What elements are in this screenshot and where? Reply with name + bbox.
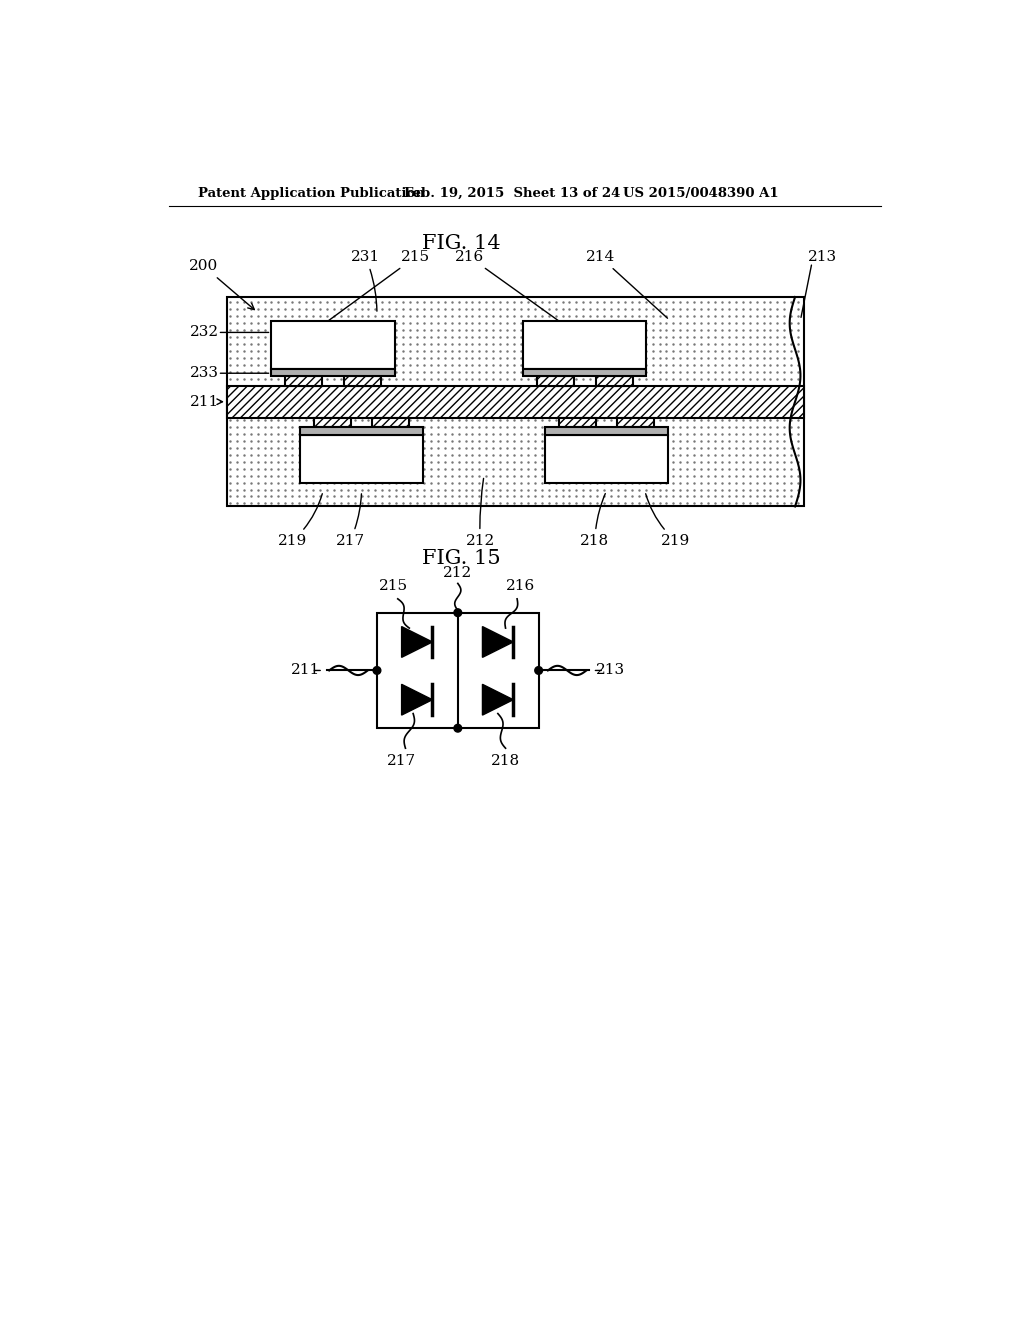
Polygon shape bbox=[401, 684, 432, 715]
Bar bbox=[300, 434, 423, 483]
Text: 212: 212 bbox=[466, 478, 495, 548]
Circle shape bbox=[454, 609, 462, 616]
Text: Patent Application Publication: Patent Application Publication bbox=[199, 186, 425, 199]
Bar bbox=[313, 418, 351, 428]
Text: 211: 211 bbox=[291, 664, 319, 677]
Circle shape bbox=[454, 725, 462, 733]
Polygon shape bbox=[401, 627, 432, 657]
Text: 216: 216 bbox=[506, 579, 536, 594]
Text: 218: 218 bbox=[490, 755, 520, 768]
Circle shape bbox=[373, 667, 381, 675]
Bar bbox=[271, 321, 394, 368]
Text: 216: 216 bbox=[455, 249, 567, 327]
Text: FIG. 14: FIG. 14 bbox=[422, 234, 501, 252]
Bar bbox=[226, 297, 804, 507]
Bar bbox=[344, 376, 381, 385]
Bar bbox=[373, 418, 410, 428]
Bar bbox=[300, 428, 423, 434]
Bar bbox=[377, 612, 539, 729]
Text: 217: 217 bbox=[387, 755, 416, 768]
Text: 214: 214 bbox=[586, 249, 668, 318]
Bar bbox=[271, 368, 394, 376]
Bar bbox=[617, 418, 654, 428]
Text: 231: 231 bbox=[351, 249, 380, 312]
Text: 211: 211 bbox=[189, 395, 219, 409]
Text: 212: 212 bbox=[443, 565, 472, 579]
Text: 200: 200 bbox=[189, 259, 254, 310]
Text: FIG. 15: FIG. 15 bbox=[422, 549, 501, 569]
Polygon shape bbox=[482, 684, 513, 715]
Circle shape bbox=[535, 667, 543, 675]
Bar bbox=[523, 368, 646, 376]
Bar bbox=[545, 428, 668, 434]
Bar bbox=[286, 376, 323, 385]
Text: 213: 213 bbox=[808, 249, 838, 264]
Bar bbox=[523, 321, 646, 368]
Bar bbox=[545, 434, 668, 483]
Text: US 2015/0048390 A1: US 2015/0048390 A1 bbox=[624, 186, 779, 199]
Bar bbox=[226, 385, 804, 418]
Bar bbox=[559, 418, 596, 428]
Text: 217: 217 bbox=[336, 494, 365, 548]
Text: 233: 233 bbox=[190, 366, 219, 380]
Text: 219: 219 bbox=[646, 494, 690, 548]
Text: 215: 215 bbox=[319, 249, 430, 327]
Text: 215: 215 bbox=[379, 579, 409, 594]
Text: 218: 218 bbox=[581, 494, 609, 548]
Text: Feb. 19, 2015  Sheet 13 of 24: Feb. 19, 2015 Sheet 13 of 24 bbox=[403, 186, 621, 199]
Bar bbox=[596, 376, 633, 385]
Text: 213: 213 bbox=[596, 664, 625, 677]
Text: 219: 219 bbox=[278, 494, 323, 548]
Bar bbox=[538, 376, 574, 385]
Polygon shape bbox=[482, 627, 513, 657]
Text: 232: 232 bbox=[190, 326, 219, 339]
